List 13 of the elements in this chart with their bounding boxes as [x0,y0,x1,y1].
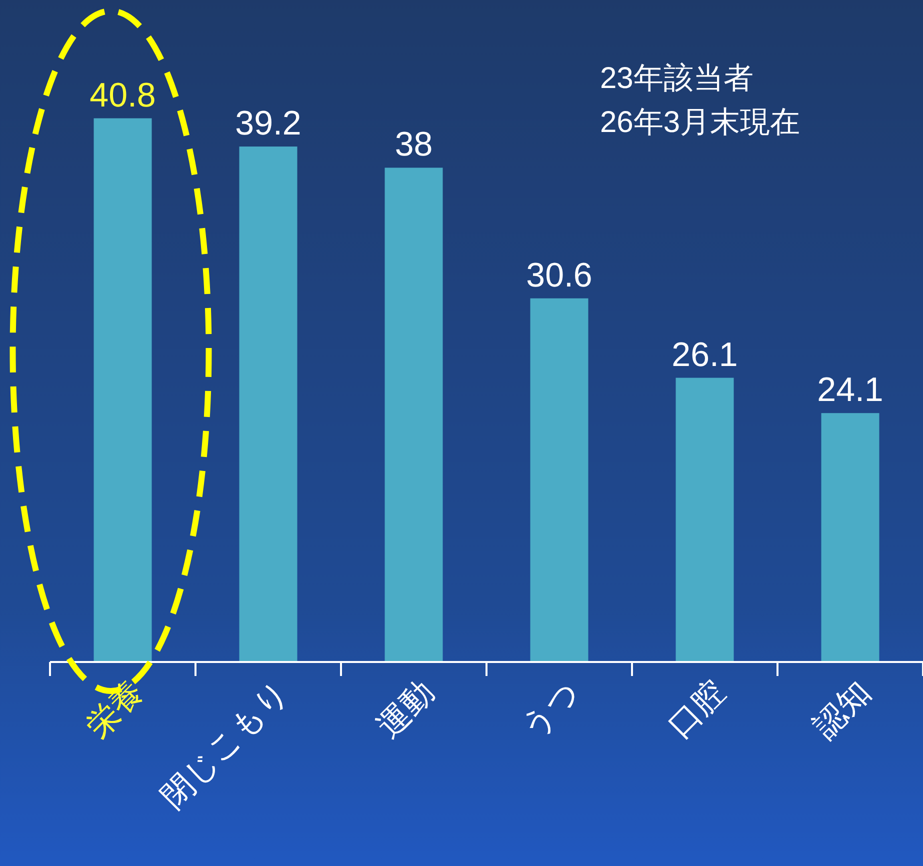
data-label: 39.2 [235,104,302,143]
x-tick-label: うつ [514,673,586,746]
annotation: 23年該当者 [600,62,754,95]
x-tick-label: 運動 [370,673,441,744]
x-tick-label: 口腔 [660,673,732,744]
data-label: 30.6 [526,256,592,294]
data-label: 26.1 [672,336,738,374]
data-label: 38 [394,126,433,164]
x-tick-label: 認知 [806,673,878,744]
x-tick-label: 閉じこもり [154,673,296,815]
data-label: 24.1 [817,371,884,410]
data-label: 40.8 [90,76,156,114]
annotation: 26年3月末現在 [600,106,800,139]
